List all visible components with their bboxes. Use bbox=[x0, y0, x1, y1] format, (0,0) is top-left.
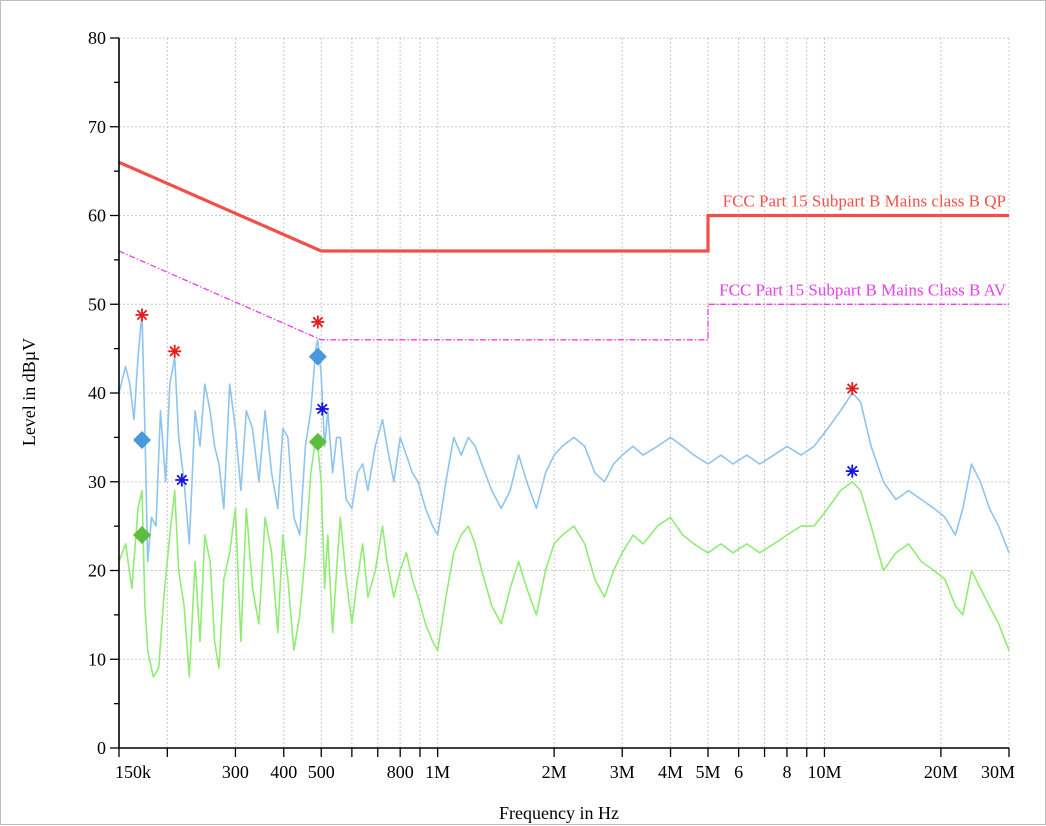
qp-scan-line bbox=[118, 312, 1010, 563]
y-tick-label: 0 bbox=[97, 738, 106, 758]
y-tick-label: 30 bbox=[88, 472, 106, 492]
scan-series bbox=[118, 312, 1010, 678]
x-tick-label: 300 bbox=[222, 762, 249, 782]
av-limit-label: FCC Part 15 Subpart B Mains Class B AV bbox=[719, 280, 1007, 299]
x-tick-label: 1M bbox=[425, 762, 450, 782]
limit-labels: FCC Part 15 Subpart B Mains class B QP FC… bbox=[719, 192, 1007, 300]
qp-limit-label: FCC Part 15 Subpart B Mains class B QP bbox=[723, 192, 1006, 211]
asterisk-marker bbox=[845, 464, 859, 478]
x-tick-label: 8 bbox=[782, 762, 791, 782]
y-tick-label: 70 bbox=[88, 117, 106, 137]
x-tick-label: 400 bbox=[270, 762, 297, 782]
asterisk-marker bbox=[845, 382, 859, 396]
x-tick-label: 150k bbox=[115, 762, 151, 782]
diamond-marker bbox=[308, 347, 327, 366]
y-tick-label: 60 bbox=[88, 206, 106, 226]
y-tick-label: 80 bbox=[88, 28, 106, 48]
diamond-marker bbox=[132, 431, 151, 450]
x-tick-label: 6 bbox=[734, 762, 743, 782]
asterisk-marker bbox=[311, 315, 325, 329]
x-tick-label: 10M bbox=[807, 762, 841, 782]
x-tick-labels: 150k 300 400 500 800 1M 2M 3M 4M 5M 6 8 10M 20M 30M bbox=[115, 762, 1015, 782]
av-limit-line bbox=[118, 250, 1009, 341]
x-axis-title: Frequency in Hz bbox=[499, 803, 619, 823]
y-tick-label: 10 bbox=[88, 649, 106, 669]
x-tick-label: 20M bbox=[924, 762, 958, 782]
x-tick-label: 4M bbox=[658, 762, 683, 782]
asterisk-marker bbox=[168, 344, 182, 358]
x-tick-label: 500 bbox=[308, 762, 335, 782]
peak-markers bbox=[132, 308, 859, 544]
diamond-marker bbox=[132, 526, 151, 544]
x-tick-label: 30M bbox=[981, 762, 1015, 782]
x-tick-label: 5M bbox=[696, 762, 721, 782]
grid bbox=[119, 37, 1010, 748]
x-tick-label: 3M bbox=[610, 762, 635, 782]
axes bbox=[110, 37, 1010, 757]
asterisk-marker bbox=[175, 473, 189, 487]
y-tick-label: 50 bbox=[88, 294, 106, 314]
y-axis-title: Level in dBµV bbox=[19, 338, 39, 446]
y-tick-labels: 0 10 20 30 40 50 60 70 80 bbox=[88, 28, 106, 758]
diamond-marker bbox=[308, 432, 327, 451]
y-tick-label: 20 bbox=[88, 561, 106, 581]
av-scan-line bbox=[118, 436, 1010, 678]
limit-lines bbox=[118, 160, 1009, 341]
asterisk-marker bbox=[315, 402, 329, 416]
x-tick-label: 800 bbox=[387, 762, 414, 782]
x-tick-label: 2M bbox=[542, 762, 567, 782]
asterisk-marker bbox=[135, 308, 149, 322]
y-tick-label: 40 bbox=[88, 383, 106, 403]
qp-limit-line bbox=[118, 160, 1009, 253]
